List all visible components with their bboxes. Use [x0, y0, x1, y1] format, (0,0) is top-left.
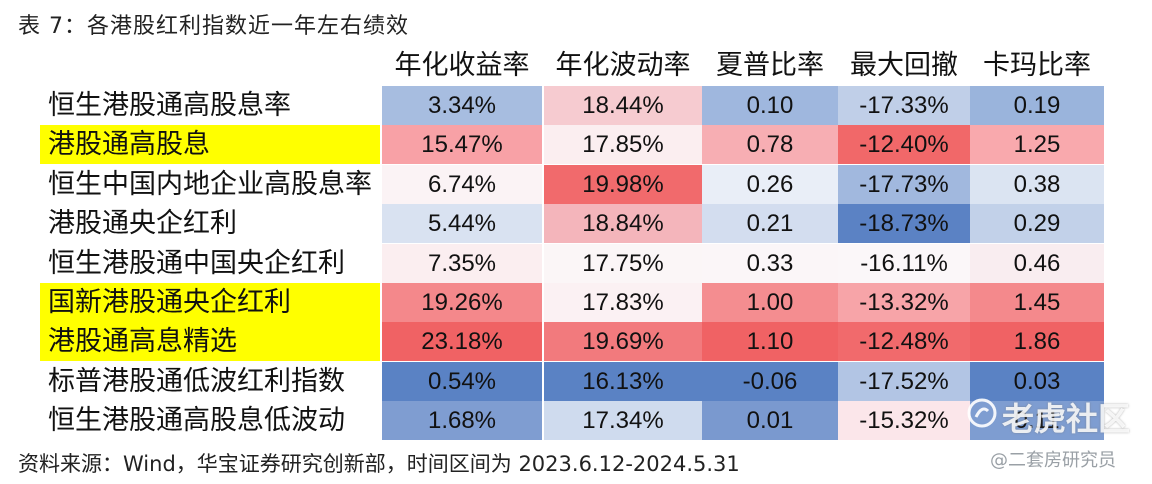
- metric-cell: 1.68%: [382, 401, 542, 441]
- table-row: 港股通高股息 15.47% 17.85% 0.78 -12.40% 1.25: [0, 125, 1152, 165]
- metric-cell: -12.48%: [838, 322, 970, 362]
- row-index-name: 恒生中国内地企业高股息率: [48, 168, 372, 200]
- metric-cell: 0.19: [970, 86, 1104, 125]
- metric-cell: -12.40%: [838, 125, 970, 165]
- metric-cell: 17.75%: [544, 243, 702, 283]
- row-index-name: 港股通高息精选: [40, 322, 380, 362]
- metric-cell: -0.06: [702, 361, 838, 401]
- row-index-name: 标普港股通低波红利指数: [48, 365, 345, 397]
- metric-cell: 6.74%: [382, 164, 542, 204]
- row-index-name: 恒生港股通高股息低波动: [48, 405, 345, 437]
- metric-cell: 17.83%: [544, 283, 702, 322]
- header-annual-volatility: 年化波动率: [555, 50, 691, 81]
- row-index-name: 港股通央企红利: [48, 208, 237, 240]
- watermark-sub: @二套房研究员: [990, 450, 1116, 471]
- metric-cell: -17.33%: [838, 86, 970, 125]
- metric-cell: 0.26: [702, 164, 838, 204]
- table-row: 国新港股通央企红利 19.26% 17.83% 1.00 -13.32% 1.45: [0, 283, 1152, 322]
- metric-cell: 0.29: [970, 204, 1104, 244]
- row-index-name: 港股通高股息: [40, 125, 380, 165]
- metric-cell: 0.33: [702, 243, 838, 283]
- table-row: 标普港股通低波红利指数 0.54% 16.13% -0.06 -17.52% 0.03: [0, 361, 1152, 401]
- table-row: 恒生中国内地企业高股息率 6.74% 19.98% 0.26 -17.73% 0.38: [0, 164, 1152, 204]
- metric-cell: 0.11: [970, 401, 1104, 441]
- column-headers: 年化收益率 年化波动率 夏普比率 最大回撤 卡玛比率: [0, 46, 1152, 86]
- header-calmar-ratio: 卡玛比率: [983, 50, 1091, 81]
- metric-cell: 0.21: [702, 204, 838, 244]
- metric-cell: 1.25: [970, 125, 1104, 165]
- metric-cell: 23.18%: [382, 322, 542, 362]
- metric-cell: -13.32%: [838, 283, 970, 322]
- metric-cell: 0.78: [702, 125, 838, 165]
- row-index-name: 恒生港股通高股息率: [48, 90, 291, 121]
- table-row: 恒生港股通中国央企红利 7.35% 17.75% 0.33 -16.11% 0.46: [0, 243, 1152, 283]
- metric-cell: 0.46: [970, 243, 1104, 283]
- metric-cell: 0.38: [970, 164, 1104, 204]
- metric-cell: 5.44%: [382, 204, 542, 244]
- header-annual-return: 年化收益率: [394, 50, 530, 81]
- metric-cell: 15.47%: [382, 125, 542, 165]
- metric-cell: 19.98%: [544, 164, 702, 204]
- tiger-logo-icon: [967, 398, 997, 428]
- metric-cell: -17.73%: [838, 164, 970, 204]
- header-sharpe-ratio: 夏普比率: [716, 50, 824, 81]
- metric-cell: 0.10: [702, 86, 838, 125]
- metric-cell: 7.35%: [382, 243, 542, 283]
- metric-cell: 1.86: [970, 322, 1104, 362]
- metric-cell: 18.44%: [544, 86, 702, 125]
- metric-cell: 1.00: [702, 283, 838, 322]
- metric-cell: 0.01: [702, 401, 838, 441]
- table-row: 港股通央企红利 5.44% 18.84% 0.21 -18.73% 0.29: [0, 204, 1152, 244]
- source-note: 资料来源：Wind，华宝证券研究创新部，时间区间为 2023.6.12-2024…: [18, 452, 740, 476]
- metric-cell: 1.10: [702, 322, 838, 362]
- metric-cell: -16.11%: [838, 243, 970, 283]
- table-title: 表 7：各港股红利指数近一年左右绩效: [18, 14, 409, 39]
- metric-cell: 16.13%: [544, 361, 702, 401]
- metric-cell: -17.52%: [838, 361, 970, 401]
- row-index-name: 恒生港股通中国央企红利: [48, 247, 345, 279]
- table-row: 恒生港股通高股息率 3.34% 18.44% 0.10 -17.33% 0.19: [0, 86, 1152, 125]
- metric-cell: -18.73%: [838, 204, 970, 244]
- metric-cell: -15.32%: [838, 401, 970, 441]
- metric-cell: 19.69%: [544, 322, 702, 362]
- table-row: 恒生港股通高股息低波动 1.68% 17.34% 0.01 -15.32% 0.11: [0, 401, 1152, 441]
- metric-cell: 3.34%: [382, 86, 542, 125]
- header-max-drawdown: 最大回撤: [850, 50, 958, 81]
- metric-cell: 17.34%: [544, 401, 702, 441]
- watermark-main: 老虎社区: [1002, 400, 1131, 438]
- metric-cell: 1.45: [970, 283, 1104, 322]
- table-row: 港股通高息精选 23.18% 19.69% 1.10 -12.48% 1.86: [0, 322, 1152, 362]
- metric-cell: 17.85%: [544, 125, 702, 165]
- metric-cell: 19.26%: [382, 283, 542, 322]
- metric-cell: 0.54%: [382, 361, 542, 401]
- metric-cell: 0.03: [970, 361, 1104, 401]
- metric-cell: 18.84%: [544, 204, 702, 244]
- row-index-name: 国新港股通央企红利: [40, 283, 380, 322]
